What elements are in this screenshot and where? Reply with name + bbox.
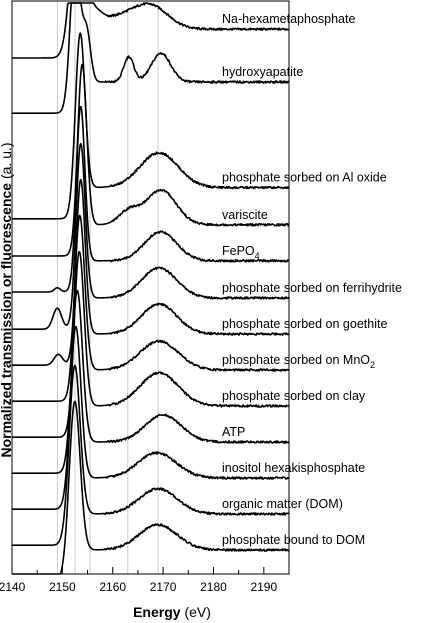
x-tick-label: 2150 [49, 580, 76, 594]
series-label: ATP [222, 425, 245, 439]
x-tick-label: 2180 [200, 580, 227, 594]
x-tick-label: 2190 [250, 580, 277, 594]
x-tick-label: 2140 [0, 580, 26, 594]
series-line [11, 105, 290, 293]
series-label: phosphate sorbed on MnO2 [222, 353, 375, 370]
series-label: phosphate sorbed on clay [222, 389, 366, 403]
series-group [11, 2, 290, 575]
x-tick-label: 2170 [150, 580, 177, 594]
series-label: phosphate sorbed on ferrihydrite [222, 281, 402, 295]
series-label: organic matter (DOM) [222, 497, 343, 511]
series-line [11, 250, 290, 438]
series-line [11, 400, 289, 575]
series-line [11, 142, 290, 330]
series-label: phosphate sorbed on Al oxide [222, 171, 387, 185]
series-label: phosphate sorbed on goethite [222, 317, 387, 331]
series-label: Na-hexametaphosphate [222, 12, 355, 26]
series-labels: Na-hexametaphosphate hydroxyapatite phosph… [222, 12, 402, 547]
series-label: inositol hexakisphosphate [222, 461, 365, 475]
series-line [11, 364, 289, 546]
x-ticks: 2140 2150 2160 2170 2180 2190 [0, 567, 277, 594]
series-line [11, 2, 289, 59]
series-line [11, 325, 289, 510]
series-line [11, 2, 290, 114]
series-line [11, 32, 290, 220]
series-line [11, 289, 290, 474]
series-line [11, 214, 290, 402]
series-label: variscite [222, 208, 268, 222]
series-label: FePO4 [222, 244, 260, 261]
series-line [11, 63, 290, 257]
x-tick-label: 2160 [99, 580, 126, 594]
reference-lines [56, 1, 159, 574]
series-label: phosphate bound to DOM [222, 533, 365, 547]
y-axis-title: Normalized transmission or fluorescence … [0, 142, 14, 457]
series-line [11, 178, 290, 366]
plot-frame [11, 0, 290, 575]
x-axis-title: Energy (eV) [133, 604, 211, 620]
series-label: hydroxyapatite [222, 65, 303, 79]
